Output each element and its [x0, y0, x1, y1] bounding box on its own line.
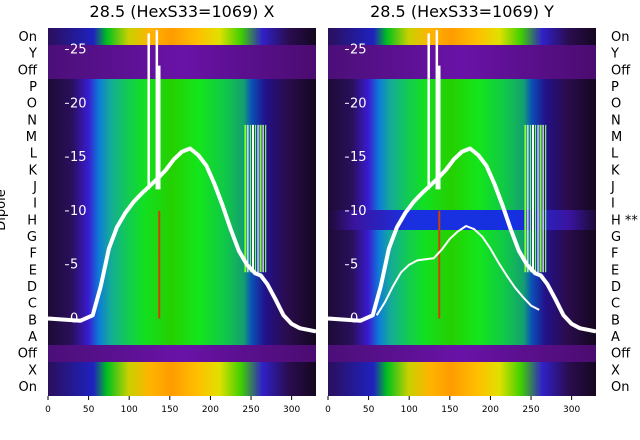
- x-tick-label: 300: [283, 405, 300, 415]
- row-label: O: [611, 97, 621, 112]
- y-tick-label: 5: [70, 258, 78, 273]
- row-label: Off: [611, 347, 631, 362]
- row-label: G: [611, 230, 621, 245]
- row-label: O: [27, 97, 37, 112]
- row-label: On: [611, 30, 629, 45]
- x-tick-label: 200: [482, 405, 499, 415]
- row-label: C: [28, 297, 37, 312]
- row-label: H **: [611, 213, 638, 228]
- row-label: N: [27, 113, 37, 128]
- panel-2-title: 28.5 (HexS33=1069) Y: [370, 2, 554, 21]
- row-label: X: [611, 363, 620, 378]
- heat-band-off-bottom: [48, 345, 316, 362]
- x-tick-label: 100: [401, 405, 418, 415]
- row-label: P: [29, 80, 37, 95]
- row-label: A: [28, 330, 37, 345]
- row-label: E: [29, 263, 37, 278]
- row-label: N: [611, 113, 621, 128]
- row-label: K: [611, 163, 620, 178]
- y-tick-label: 15: [70, 150, 87, 165]
- y-tick-label: 20: [70, 96, 87, 111]
- heat-strip-bottom: [48, 362, 316, 396]
- row-label: Off: [611, 63, 631, 78]
- row-label: I: [33, 197, 37, 212]
- panel-1-x-axis: 0 50 100 150 200 250 300: [45, 396, 300, 415]
- row-label: X: [28, 363, 37, 378]
- row-label: P: [611, 80, 619, 95]
- panel-1-plot-area: 0 5 10 15 20 25: [47, 28, 317, 396]
- row-label: C: [611, 297, 620, 312]
- panel-2-x-axis: 0 50 100 150 200 250 300: [325, 396, 580, 415]
- row-label: On: [19, 30, 37, 45]
- row-label: Y: [28, 47, 37, 62]
- heat-strip-bottom: [328, 362, 596, 396]
- row-label: I: [611, 197, 615, 212]
- x-tick-label: 250: [522, 405, 539, 415]
- row-label: F: [30, 247, 37, 262]
- x-tick-label: 100: [121, 405, 138, 415]
- x-tick-label: 200: [202, 405, 219, 415]
- row-label: L: [30, 147, 38, 162]
- y-tick-label: 5: [350, 258, 358, 273]
- y-tick-label: 25: [70, 43, 87, 58]
- row-label: M: [26, 130, 37, 145]
- row-label: E: [611, 263, 619, 278]
- row-label: D: [27, 280, 37, 295]
- row-label: On: [611, 380, 629, 395]
- y-tick-label: 20: [350, 96, 367, 111]
- overlay-curve-main: [327, 146, 597, 334]
- row-label: B: [611, 313, 620, 328]
- row-label: Y: [610, 47, 619, 62]
- row-label: Off: [18, 347, 38, 362]
- y-tick-label: 10: [350, 204, 367, 219]
- x-tick-label: 0: [325, 405, 331, 415]
- y-tick-label: 0: [350, 312, 358, 327]
- row-label: F: [611, 247, 618, 262]
- row-label: L: [611, 147, 619, 162]
- row-label: K: [28, 163, 37, 178]
- panel-2-plot-area: 0 5 10 15 20 25: [327, 28, 597, 396]
- row-label: A: [611, 330, 620, 345]
- row-label: On: [19, 380, 37, 395]
- y-axis-label: Dipole: [0, 189, 9, 230]
- x-tick-label: 250: [242, 405, 259, 415]
- row-label: B: [28, 313, 37, 328]
- y-tick-label: 25: [350, 43, 367, 58]
- heat-strip-top: [48, 28, 316, 45]
- heat-strip-top: [328, 28, 596, 45]
- y-tick-label: 10: [70, 204, 87, 219]
- y-tick-label: 15: [350, 150, 367, 165]
- heat-band-off-bottom: [328, 345, 596, 362]
- y-tick-label: 0: [70, 312, 78, 327]
- row-label: Off: [18, 63, 38, 78]
- x-tick-label: 150: [441, 405, 458, 415]
- panel-1-title: 28.5 (HexS33=1069) X: [90, 2, 275, 21]
- x-tick-label: 50: [83, 405, 95, 415]
- row-label: G: [27, 230, 37, 245]
- overlay-curve-secondary: [375, 225, 540, 316]
- row-label: J: [610, 180, 615, 195]
- heat-band-off-top: [328, 45, 596, 79]
- heat-beam-region: [48, 79, 316, 345]
- row-label: J: [32, 180, 37, 195]
- heat-band-off-top: [48, 45, 316, 79]
- x-tick-label: 0: [45, 405, 51, 415]
- x-tick-label: 50: [363, 405, 375, 415]
- x-tick-label: 150: [161, 405, 178, 415]
- row-label: H: [27, 213, 37, 228]
- heat-band-h-row: [328, 210, 596, 230]
- overlay-curve-main: [47, 146, 317, 334]
- x-tick-label: 300: [563, 405, 580, 415]
- row-label: M: [611, 130, 622, 145]
- row-label: D: [611, 280, 621, 295]
